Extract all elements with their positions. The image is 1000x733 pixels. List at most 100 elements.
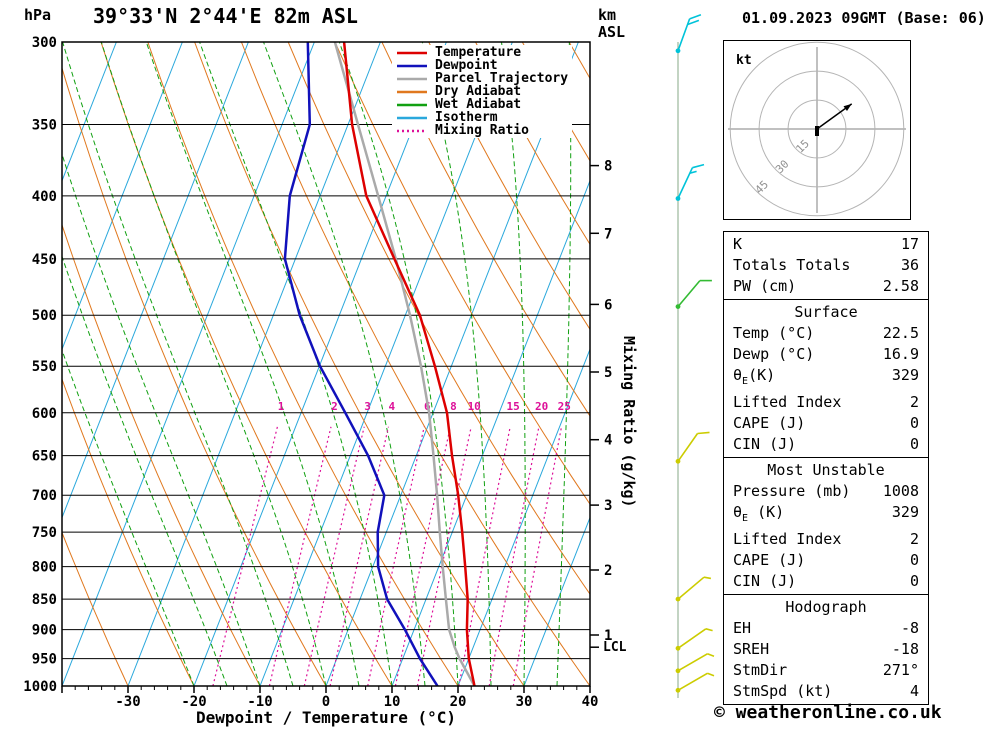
legend-label: Isotherm	[435, 110, 498, 125]
wind-barb	[675, 653, 715, 674]
table-section-hodograph: Hodograph EH -8 SREH -18 StmDir 271° StmSpd (kt…	[723, 594, 929, 705]
svg-text:8: 8	[604, 159, 612, 175]
table-section-header: Hodograph	[785, 598, 867, 616]
svg-text:950: 950	[32, 652, 57, 668]
mixing-ratio-axis-label: Mixing Ratio (g/kg)	[620, 336, 638, 508]
svg-text:550: 550	[32, 359, 57, 375]
table-section-summary: K 17 Totals Totals 36 PW (cm) 2.58	[723, 231, 929, 300]
hodo-storm-marker	[815, 126, 819, 136]
row-value: 329	[891, 366, 919, 384]
row-value: 2	[909, 530, 919, 548]
legend-label: Wet Adiabat	[435, 97, 522, 112]
row-value: -18	[891, 640, 919, 658]
table-section-most-unstable: Most Unstable Pressure (mb) 1008 θE (K) 329 L…	[723, 457, 929, 595]
legend-line-swatch	[397, 77, 427, 80]
table-row: CIN (J) 0	[733, 571, 919, 592]
temperature-axis: -30 -20 -10 0 10 20 30 40	[61, 686, 598, 710]
svg-text:3: 3	[604, 498, 612, 514]
row-label: StmSpd (kt)	[733, 682, 833, 700]
row-value: 22.5	[882, 324, 919, 342]
legend-label: Mixing Ratio	[435, 123, 529, 138]
table-row: EH -8	[733, 618, 919, 639]
legend: Temperature Dewpoint Parcel Trajectory Dry …	[392, 45, 573, 138]
svg-text:30: 30	[516, 694, 533, 710]
svg-text:500: 500	[32, 308, 57, 324]
pressure-axis-labels: 300 350 400 450 500 550 600 650 700 750 800 850 900 9…	[23, 35, 57, 695]
row-label: Pressure (mb)	[733, 482, 851, 500]
wind-barb	[675, 431, 710, 464]
row-label: Lifted Index	[733, 393, 842, 411]
row-value: -8	[900, 619, 919, 637]
row-label: Totals Totals	[733, 256, 851, 274]
svg-text:350: 350	[32, 118, 57, 134]
hodo-ring-label: 30	[773, 157, 792, 176]
legend-item-dewpoint: Dewpoint	[396, 58, 568, 73]
svg-text:-30: -30	[115, 694, 140, 710]
svg-text:10: 10	[384, 694, 401, 710]
svg-text:8: 8	[450, 400, 457, 413]
table-row: θE (K) 329	[733, 502, 919, 529]
km-asl-axis: 1 2 3 4 5 6 7 8 LCL	[590, 159, 627, 655]
svg-text:3: 3	[364, 400, 371, 413]
hodo-ring-label: 45	[753, 178, 772, 197]
row-label: CAPE (J)	[733, 414, 806, 432]
table-row: CIN (J) 0	[733, 434, 919, 455]
row-label: θE(K)	[733, 366, 776, 387]
svg-text:2: 2	[331, 400, 338, 413]
table-row: K 17	[733, 234, 919, 255]
row-value: 2	[909, 393, 919, 411]
table-row: CAPE (J) 0	[733, 550, 919, 571]
svg-text:1: 1	[604, 628, 612, 644]
legend-item-mixing-ratio: Mixing Ratio	[396, 123, 568, 138]
hodo-wind-vector-head	[843, 103, 852, 111]
svg-text:650: 650	[32, 449, 57, 465]
wind-barb	[675, 279, 712, 309]
wind-barb	[675, 672, 715, 693]
wind-barb	[675, 163, 705, 201]
svg-text:25: 25	[558, 400, 571, 413]
legend-label: Dewpoint	[435, 58, 498, 73]
svg-text:600: 600	[32, 406, 57, 422]
row-value: 36	[900, 256, 919, 274]
legend-line-swatch	[397, 64, 427, 67]
row-label: StmDir	[733, 661, 788, 679]
row-value: 0	[909, 414, 919, 432]
table-section-surface: Surface Temp (°C) 22.5 Dewp (°C) 16.9 θE(K) 32…	[723, 299, 929, 458]
row-value: 16.9	[882, 345, 919, 363]
svg-text:4: 4	[604, 433, 612, 449]
row-label: CIN (J)	[733, 572, 797, 590]
mixing-ratio-lines	[212, 426, 563, 686]
hodo-ring-label: 15	[793, 137, 812, 156]
table-row: Lifted Index 2	[733, 529, 919, 550]
table-row: StmDir 271°	[733, 660, 919, 681]
hodo-ring	[787, 99, 847, 159]
legend-line-swatch	[397, 116, 427, 119]
table-section-header: Most Unstable	[767, 461, 885, 479]
x-axis-label: Dewpoint / Temperature (°C)	[195, 708, 457, 727]
row-value: 1008	[882, 482, 919, 500]
legend-item-isotherm: Isotherm	[396, 110, 568, 125]
wind-barb	[675, 14, 702, 54]
row-value: 271°	[882, 661, 919, 679]
row-value: 17	[900, 235, 919, 253]
table-row: Lifted Index 2	[733, 392, 919, 413]
wind-barb-column	[675, 14, 715, 698]
svg-text:900: 900	[32, 623, 57, 639]
row-value: 0	[909, 435, 919, 453]
table-row: Totals Totals 36	[733, 255, 919, 276]
wind-barb	[675, 576, 712, 602]
svg-text:-10: -10	[247, 694, 272, 710]
row-value: 0	[909, 551, 919, 569]
row-label: K	[733, 235, 743, 253]
svg-text:10: 10	[468, 400, 481, 413]
legend-item-temperature: Temperature	[396, 45, 568, 60]
station-title: 39°33'N 2°44'E 82m ASL	[93, 4, 358, 28]
table-row: θE(K) 329	[733, 365, 919, 392]
row-label: PW (cm)	[733, 277, 797, 295]
lcl-label: LCL	[603, 640, 627, 655]
table-row: CAPE (J) 0	[733, 413, 919, 434]
plot-border	[61, 41, 591, 687]
parcel-trajectory-curve	[333, 42, 476, 686]
table-row: PW (cm) 2.58	[733, 276, 919, 297]
legend-label: Temperature	[435, 45, 522, 60]
